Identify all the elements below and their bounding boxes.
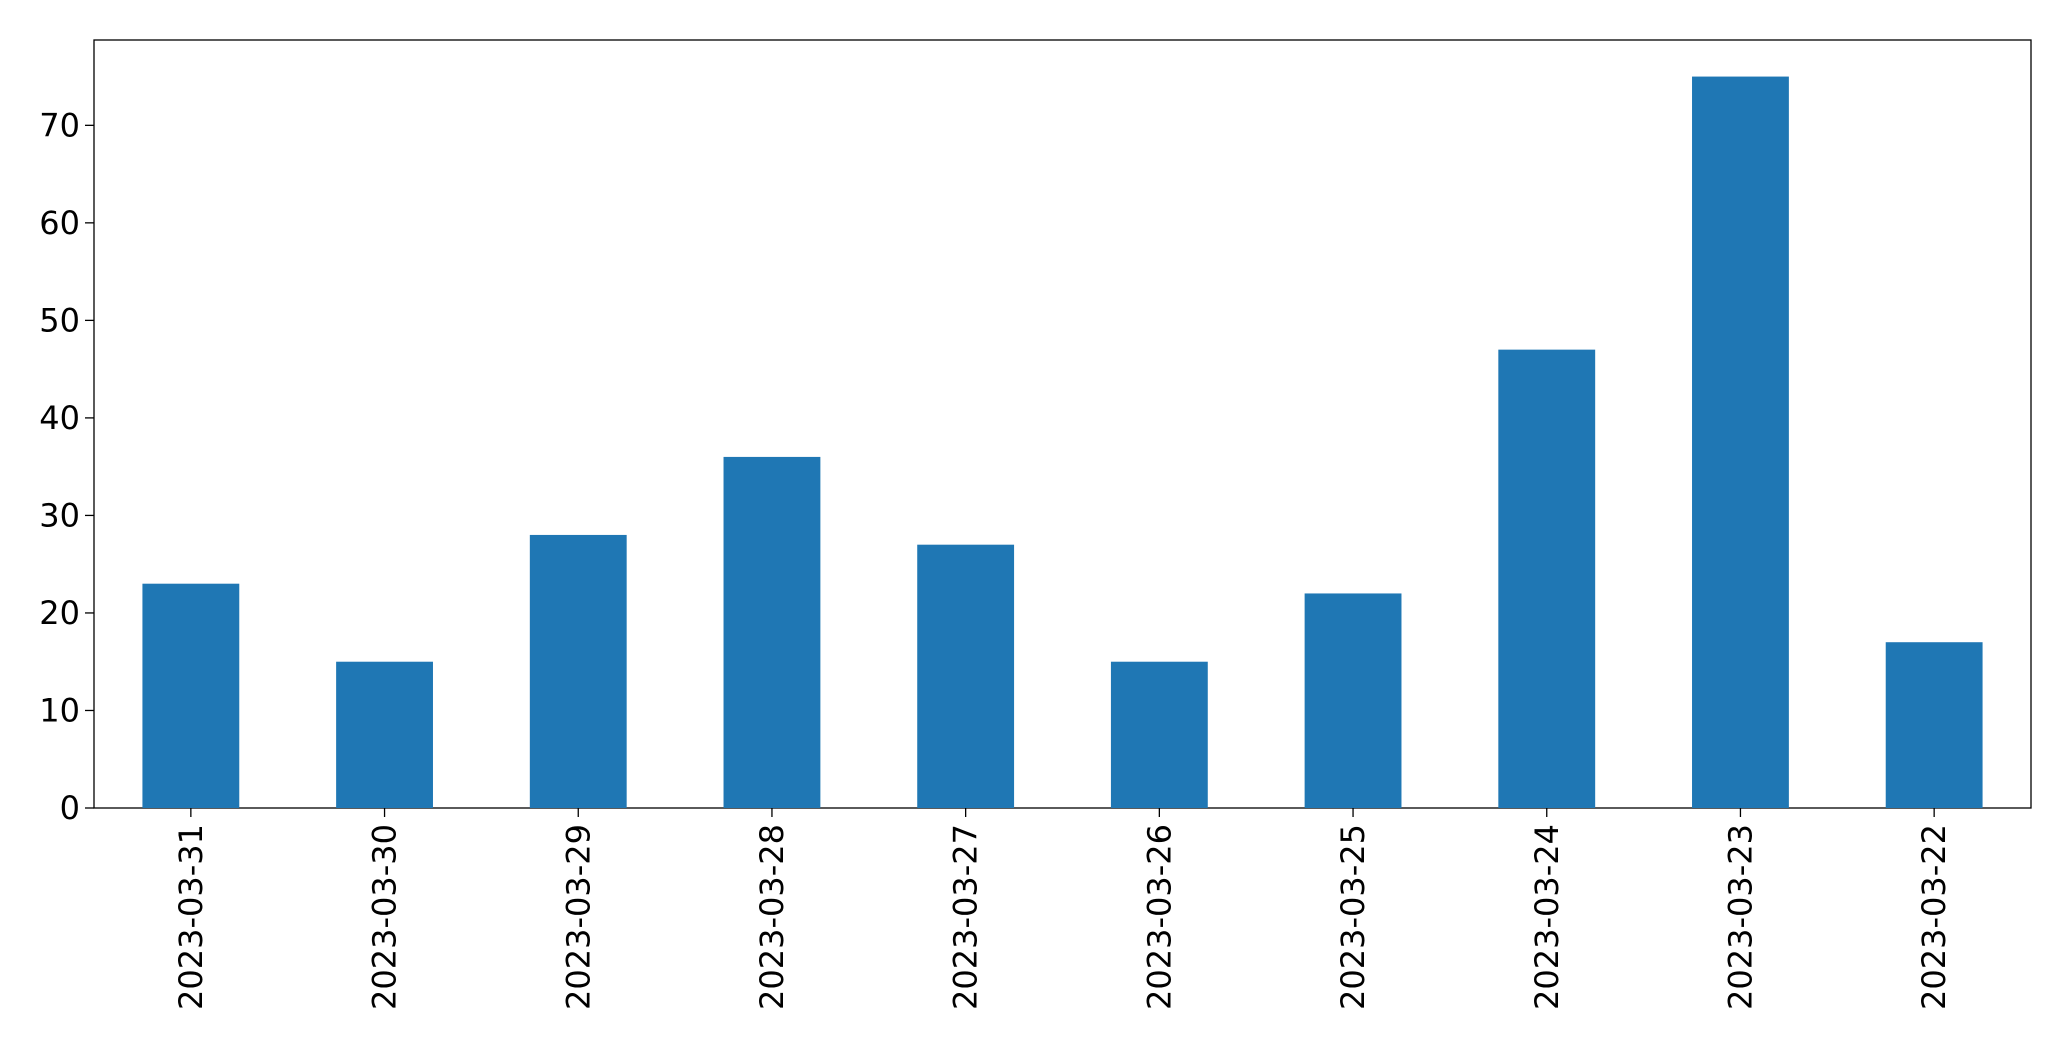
- bar: [142, 583, 240, 808]
- bar: [529, 534, 627, 808]
- x-tick-label: 2023-03-22: [1915, 824, 1953, 1010]
- bar: [1885, 642, 1983, 808]
- y-tick-label: 40: [39, 399, 80, 437]
- y-tick-label: 70: [39, 106, 80, 144]
- x-tick-label: 2023-03-25: [1334, 824, 1372, 1010]
- x-tick-label: 2023-03-28: [753, 824, 791, 1010]
- x-tick-label: 2023-03-26: [1140, 824, 1178, 1010]
- bar: [723, 456, 821, 808]
- y-tick-label: 30: [39, 496, 80, 534]
- x-tick-label: 2023-03-27: [947, 824, 985, 1010]
- y-tick-label: 60: [39, 204, 80, 242]
- x-tick-label: 2023-03-31: [172, 824, 210, 1010]
- x-tick-label: 2023-03-29: [559, 824, 597, 1010]
- bar: [917, 544, 1015, 808]
- x-tick-label: 2023-03-24: [1528, 824, 1566, 1010]
- x-tick-label: 2023-03-23: [1721, 824, 1759, 1010]
- y-tick-label: 10: [39, 691, 80, 729]
- plot-frame: [93, 39, 2032, 809]
- y-tick-label: 0: [60, 789, 80, 827]
- bar: [1498, 349, 1596, 808]
- bar: [1304, 593, 1402, 808]
- y-tick-label: 50: [39, 301, 80, 339]
- bar: [1110, 661, 1208, 808]
- x-tick-label: 2023-03-30: [366, 824, 404, 1010]
- bar: [1692, 76, 1789, 809]
- bar: [336, 661, 433, 808]
- y-tick-label: 20: [39, 594, 80, 632]
